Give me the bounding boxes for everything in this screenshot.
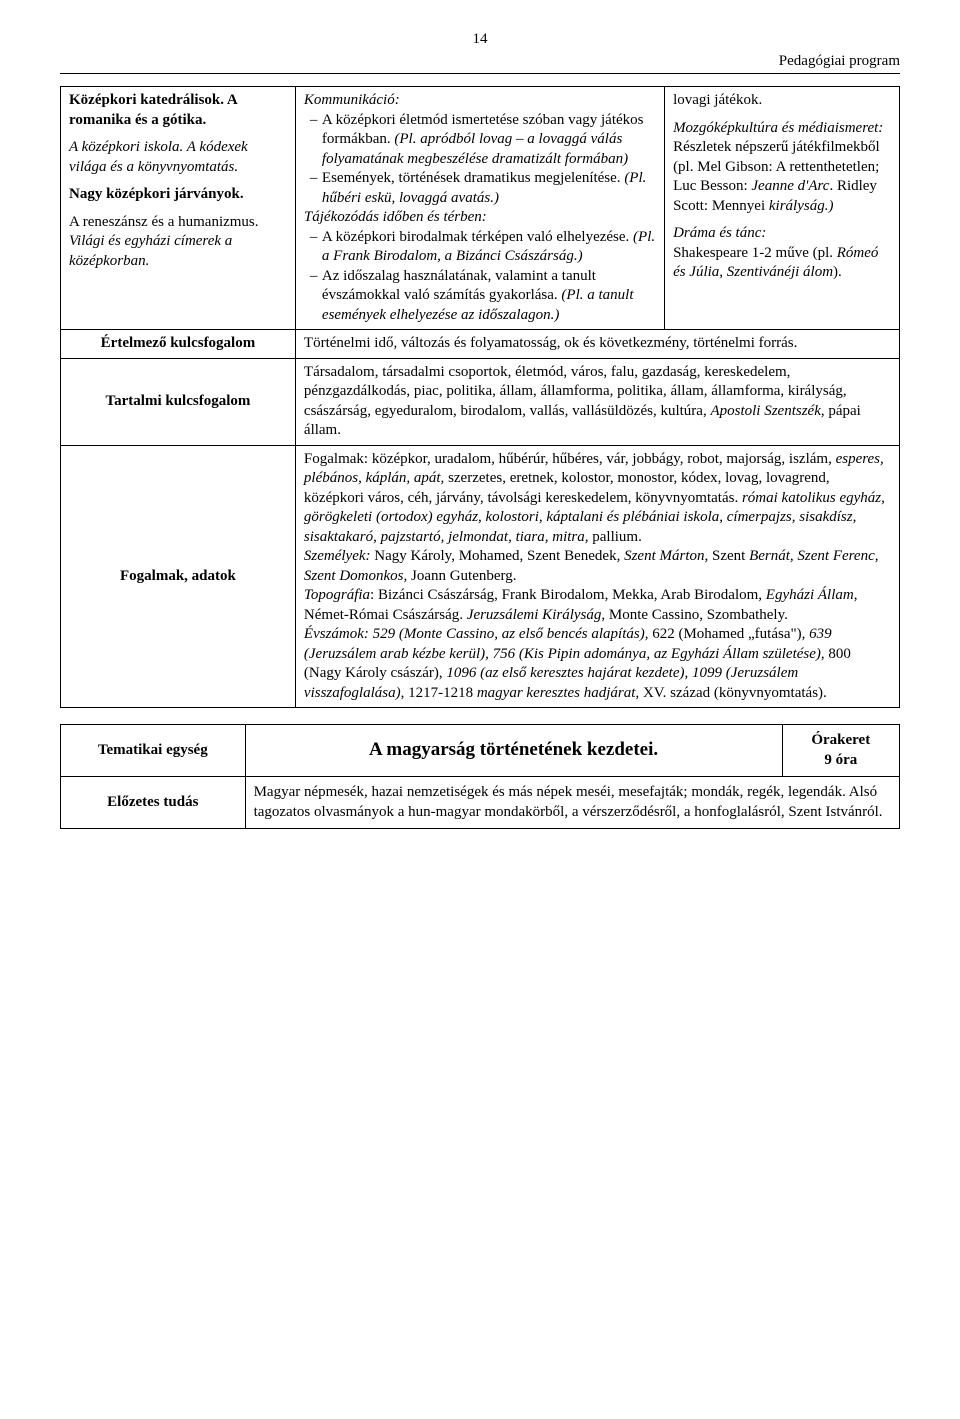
list-heading: Tájékozódás időben és térben:	[304, 208, 656, 228]
title-cell: A magyarság történetének kezdetei.	[245, 725, 782, 777]
list-item: –A középkori életmód ismertetése szóban …	[304, 111, 656, 170]
orakeret-cell: Órakeret9 óra	[782, 725, 899, 777]
paragraph: lovagi játékok.	[673, 91, 891, 111]
header-title: Pedagógiai program	[60, 52, 900, 72]
content-cell: Társadalom, társadalmi csoportok, életmó…	[295, 358, 899, 445]
paragraph: Dráma és tánc: Shakespeare 1-2 műve (pl.…	[673, 224, 891, 283]
list-item: –A középkori birodalmak térképen való el…	[304, 228, 656, 267]
cell-middle: Kommunikáció: –A középkori életmód ismer…	[295, 87, 664, 330]
content-cell: Történelmi idő, változás és folyamatossá…	[295, 330, 899, 359]
paragraph: A reneszánsz és a humanizmus.	[69, 213, 287, 233]
header-rule	[60, 73, 900, 74]
page-number: 14	[60, 30, 900, 50]
cell-left: Középkori katedrálisok. A romanika és a …	[61, 87, 296, 330]
table-row: Tartalmi kulcsfogalom Társadalom, társad…	[61, 358, 900, 445]
label-cell: Értelmező kulcsfogalom	[61, 330, 296, 359]
table-row: Tematikai egység A magyarság történeténe…	[61, 725, 900, 777]
paragraph: Nagy középkori járványok.	[69, 185, 287, 205]
label-cell: Tartalmi kulcsfogalom	[61, 358, 296, 445]
paragraph: A középkori iskola. A kódexek világa és …	[69, 138, 287, 177]
paragraph: Világi és egyházi címerek a középkorban.	[69, 232, 287, 271]
table-row: Előzetes tudás Magyar népmesék, hazai ne…	[61, 777, 900, 829]
label-cell: Előzetes tudás	[61, 777, 246, 829]
content-table-1: Középkori katedrálisok. A romanika és a …	[60, 86, 900, 708]
paragraph: Középkori katedrálisok. A romanika és a …	[69, 91, 287, 130]
cell-right: lovagi játékok. Mozgóképkultúra és média…	[665, 87, 900, 330]
list-heading: Kommunikáció:	[304, 91, 656, 111]
content-cell: Magyar népmesék, hazai nemzetiségek és m…	[245, 777, 899, 829]
list-item: –Az időszalag használatának, valamint a …	[304, 267, 656, 326]
label-cell: Tematikai egység	[61, 725, 246, 777]
table-row: Fogalmak, adatok Fogalmak: középkor, ura…	[61, 445, 900, 708]
label-cell: Fogalmak, adatok	[61, 445, 296, 708]
table-row: Középkori katedrálisok. A romanika és a …	[61, 87, 900, 330]
list-item: –Események, történések dramatikus megjel…	[304, 169, 656, 208]
content-table-2: Tematikai egység A magyarság történeténe…	[60, 724, 900, 829]
paragraph: Mozgóképkultúra és médiaismeret: Részlet…	[673, 119, 891, 217]
table-row: Értelmező kulcsfogalom Történelmi idő, v…	[61, 330, 900, 359]
content-cell: Fogalmak: középkor, uradalom, hűbérúr, h…	[295, 445, 899, 708]
